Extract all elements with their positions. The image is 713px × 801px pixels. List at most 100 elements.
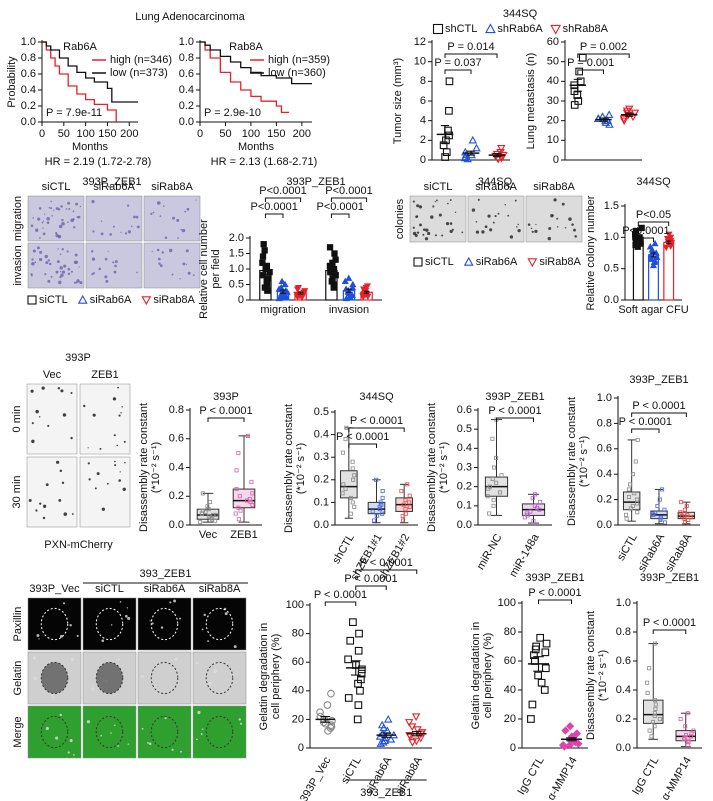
data-point <box>685 711 690 716</box>
micrograph-speck <box>33 676 37 681</box>
y-tick-label: 100 <box>498 597 516 609</box>
y-tick-label: 60 <box>547 36 559 48</box>
micrograph-speck <box>530 227 533 230</box>
micrograph-speck <box>416 231 420 234</box>
y-tick-label: 10 <box>547 134 559 146</box>
data-point <box>352 473 357 478</box>
micrograph-background <box>525 195 583 243</box>
y-tick-label: 0.8 <box>21 52 36 64</box>
data-point <box>472 143 481 152</box>
micrograph-speck <box>70 391 73 395</box>
data-point <box>326 244 334 251</box>
micrograph-speck <box>112 397 117 401</box>
micrograph-speck <box>114 724 116 727</box>
micrograph-speck <box>574 235 577 238</box>
micrograph <box>525 195 583 243</box>
micrograph-speck <box>71 513 74 515</box>
micrograph-speck <box>481 230 485 234</box>
micrograph-speck <box>60 389 64 393</box>
micrograph <box>143 242 201 289</box>
micrograph-speck <box>70 436 73 440</box>
data-point <box>250 491 255 496</box>
micrograph-background <box>192 651 247 705</box>
micrograph-speck <box>127 616 131 620</box>
error-bar <box>651 252 656 258</box>
micrograph-speck <box>73 281 77 284</box>
micrograph-speck <box>179 617 181 620</box>
micrograph-speck <box>122 487 126 491</box>
y-tick-label: 0.8 <box>169 404 184 416</box>
y-tick-label: 0.3 <box>457 461 472 473</box>
micrograph-speck <box>475 220 478 223</box>
micrograph-background <box>79 456 131 528</box>
micrograph-background <box>26 383 78 455</box>
image-caption: PXN-mCherry <box>44 539 113 551</box>
data-point <box>403 507 408 512</box>
cell-outline <box>205 715 234 749</box>
y-axis-label: (*10⁻² s⁻¹) <box>295 443 307 494</box>
micrograph-speck <box>110 624 113 626</box>
data-point <box>635 437 640 442</box>
data-point <box>528 509 533 514</box>
micrograph-background <box>27 597 82 651</box>
data-point <box>400 518 405 523</box>
error-bar <box>381 732 392 738</box>
y-tick-label: 0.4 <box>314 429 329 441</box>
y-tick-label: 0.2 <box>21 100 36 112</box>
error-bar <box>533 656 544 672</box>
p-value: P < 0.0001 <box>344 573 397 585</box>
p-value: P = 0.002 <box>580 41 627 53</box>
data-point <box>647 728 652 733</box>
x-axis-label: Months <box>238 141 275 153</box>
p-value: P < 0.0001 <box>360 557 413 569</box>
data-point <box>378 500 383 505</box>
micrograph-speck <box>120 231 122 234</box>
y-tick-label: 1.5 <box>229 247 244 259</box>
micrograph-speck <box>123 440 126 443</box>
data-point <box>652 711 657 716</box>
micrograph-speck <box>87 462 90 465</box>
data-point <box>463 256 474 266</box>
image-column-label: siRab6A <box>93 181 135 193</box>
data-point <box>494 455 499 460</box>
p-value: P = 0.037 <box>434 57 481 69</box>
micrograph-speck <box>161 251 165 254</box>
micrograph-speck <box>449 229 453 233</box>
micrograph-speck <box>46 216 50 221</box>
data-point <box>247 497 252 502</box>
micrograph-speck <box>106 482 109 485</box>
data-point <box>350 459 355 464</box>
y-tick-label: 0.5 <box>457 423 472 435</box>
micrograph-speck <box>509 235 514 239</box>
micrograph-speck <box>186 207 190 211</box>
micrograph-speck <box>67 201 71 205</box>
micrograph-speck <box>127 743 130 745</box>
micrograph-speck <box>435 199 438 202</box>
y-axis-label: Probability <box>6 56 18 108</box>
micrograph-speck <box>140 674 144 678</box>
y-tick-label: 0.4 <box>597 468 612 480</box>
micrograph <box>27 597 82 651</box>
micrograph-background <box>137 651 192 705</box>
y-axis-label: Relative colony number <box>585 195 597 310</box>
data-point <box>691 728 696 733</box>
micrograph <box>26 383 78 455</box>
data-point <box>657 497 662 502</box>
data-point <box>340 491 345 496</box>
data-point <box>649 261 658 269</box>
significance-bracket <box>637 221 670 226</box>
y-axis-label: Relative cell number <box>198 219 210 319</box>
y-tick-label: 2 <box>420 134 426 146</box>
data-point <box>653 698 658 703</box>
micrograph-speck <box>196 738 198 741</box>
y-tick-label: 1.5 <box>604 200 619 212</box>
data-point <box>350 466 355 471</box>
x-tick-label: 0 <box>197 128 203 140</box>
data-point <box>645 680 650 685</box>
y-tick-label: 0.2 <box>169 490 184 502</box>
micrograph-speck <box>425 228 429 232</box>
micrograph-background <box>192 705 247 759</box>
data-point <box>565 722 575 731</box>
p-value: P < 0.0001 <box>199 405 252 417</box>
micrograph-speck <box>201 628 204 631</box>
